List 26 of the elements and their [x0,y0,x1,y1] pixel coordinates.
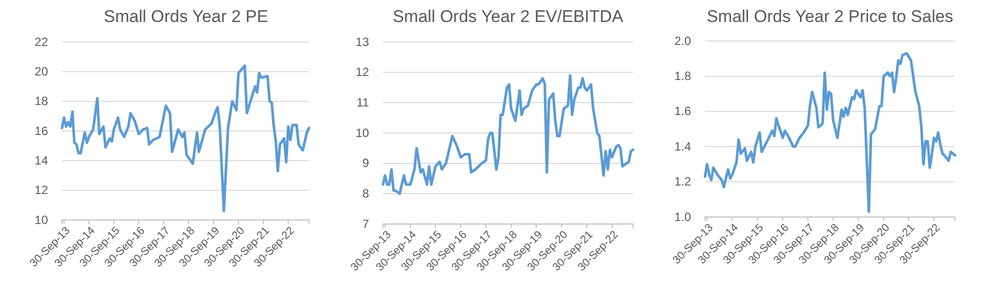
y-tick-label: 1.0 [674,210,692,224]
y-tick-label: 18 [34,94,48,108]
y-tick-label: 2.0 [674,34,692,48]
y-tick-label: 12 [356,65,370,80]
chart-title: Small Ords Year 2 EV/EBITDA [392,7,624,26]
y-tick-label: 7 [362,216,370,231]
y-tick-label: 11 [356,96,370,110]
y-tick-label: 1.6 [674,104,692,118]
line-series [704,52,956,214]
line-series [382,74,634,195]
y-tick-label: 8 [362,186,370,201]
y-tick-label: 12 [34,183,48,198]
y-tick-label: 10 [356,126,370,140]
chart-title: Small Ords Year 2 PE [104,7,268,26]
y-tick-label: 9 [362,156,370,170]
y-tick-label: 1.2 [674,174,692,189]
line-series [60,64,310,212]
y-tick-label: 10 [34,212,48,227]
y-tick-label: 14 [34,154,48,168]
y-tick-label: 20 [34,64,48,79]
chart-title: Small Ords Year 2 Price to Sales [706,7,954,26]
y-tick-label: 1.8 [674,69,692,84]
y-tick-label: 1.4 [674,139,692,154]
y-tick-label: 16 [34,124,48,138]
y-tick-label: 13 [356,34,370,49]
y-tick-label: 22 [34,34,48,49]
